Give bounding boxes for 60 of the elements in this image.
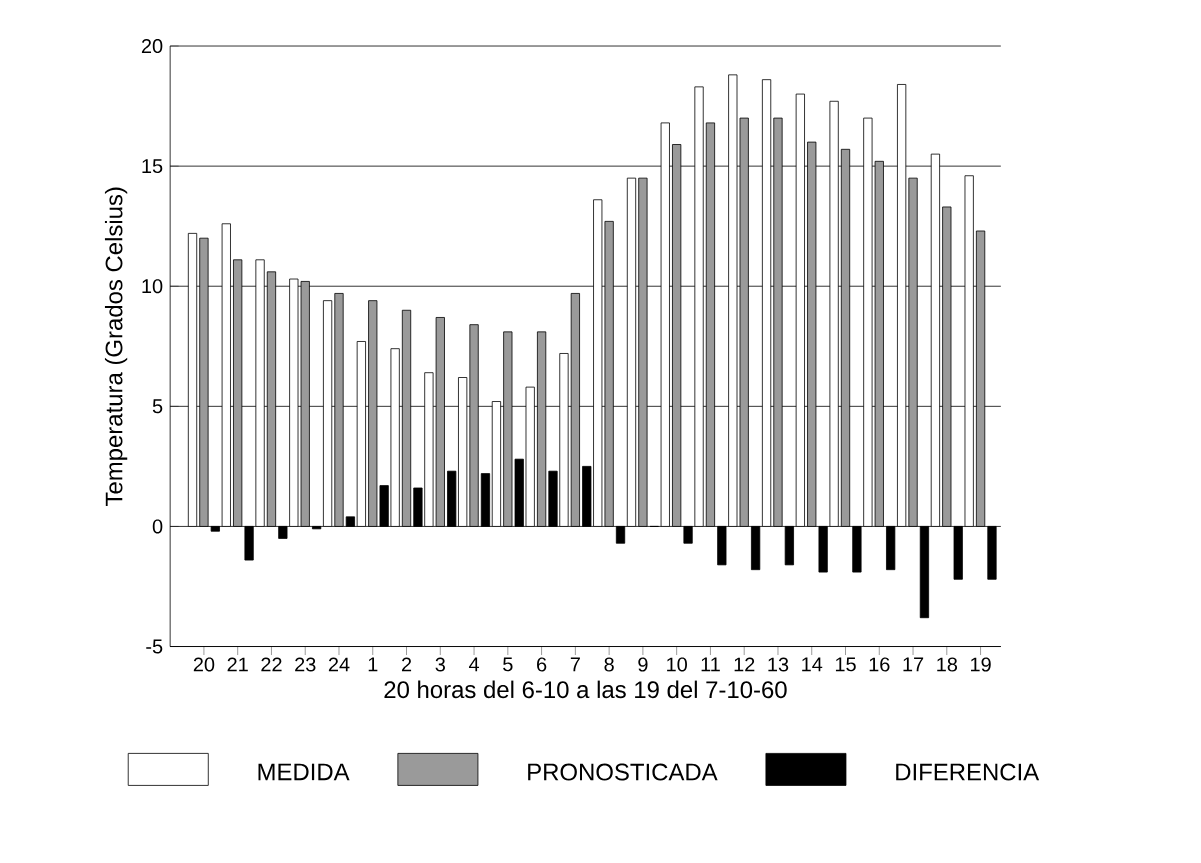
bar xyxy=(536,331,547,527)
bar xyxy=(491,401,502,527)
bar xyxy=(840,149,851,527)
x-tick-label: 7 xyxy=(570,657,580,672)
x-tick-label: 17 xyxy=(903,657,924,672)
x-tick-label: 24 xyxy=(328,657,350,672)
legend-label: DIFERENCIA xyxy=(896,763,1040,781)
x-tick-label: 19 xyxy=(971,657,991,672)
y-tick-label: 0 xyxy=(152,519,163,534)
x-tick-label: 2 xyxy=(401,657,412,672)
bar xyxy=(187,233,198,527)
bar xyxy=(312,526,322,530)
bar xyxy=(615,526,626,544)
x-tick-label: 10 xyxy=(667,657,687,672)
bar xyxy=(638,177,648,527)
bar xyxy=(570,293,580,527)
bar xyxy=(480,473,491,527)
x-tick-label: 4 xyxy=(468,657,480,672)
y-tick-label: 15 xyxy=(142,159,163,174)
x-tick-label: 23 xyxy=(295,657,316,672)
bar xyxy=(975,230,986,527)
y-axis-title: Temperatura (Grados Celsius) xyxy=(104,187,128,507)
y-tick-label: 20 xyxy=(141,39,163,54)
bar xyxy=(345,516,355,527)
x-tick-label: 12 xyxy=(734,657,755,672)
x-tick-label: 16 xyxy=(869,657,890,672)
x-tick-label: 6 xyxy=(537,657,547,672)
bar xyxy=(761,79,772,527)
x-tick-label: 20 xyxy=(193,657,215,672)
bar xyxy=(401,309,412,527)
bar xyxy=(322,300,333,527)
bar xyxy=(751,526,761,571)
x-tick-label: 3 xyxy=(435,657,445,672)
x-tick-label: 22 xyxy=(261,657,282,672)
x-axis-title: 20 horas del 6-10 a las 19 del 7-10-60 xyxy=(384,680,787,699)
x-tick-label: 5 xyxy=(503,657,513,672)
x-tick-label: 1 xyxy=(368,657,378,672)
bar xyxy=(356,341,366,527)
y-tick-label: 10 xyxy=(142,279,163,294)
bar xyxy=(773,117,783,527)
bar xyxy=(266,271,277,527)
x-tick-label: 14 xyxy=(802,657,823,672)
bar xyxy=(626,177,637,527)
x-tick-label: 8 xyxy=(604,657,614,672)
y-tick-label: -5 xyxy=(146,639,163,654)
bar xyxy=(908,177,918,527)
x-tick-label: 9 xyxy=(638,657,648,672)
legend-label: MEDIDA xyxy=(258,763,350,781)
y-tick-label: 5 xyxy=(152,399,163,414)
x-tick-label: 11 xyxy=(701,657,720,672)
x-tick-label: 21 xyxy=(227,657,248,672)
bar xyxy=(334,293,344,527)
bar xyxy=(705,122,716,527)
bar xyxy=(930,153,941,527)
legend-label: PRONOSTICADA xyxy=(528,763,718,781)
x-tick-label: 15 xyxy=(835,657,856,672)
x-tick-label: 13 xyxy=(768,657,789,672)
bar xyxy=(987,526,997,580)
bar xyxy=(919,526,930,619)
x-tick-label: 18 xyxy=(937,657,958,672)
